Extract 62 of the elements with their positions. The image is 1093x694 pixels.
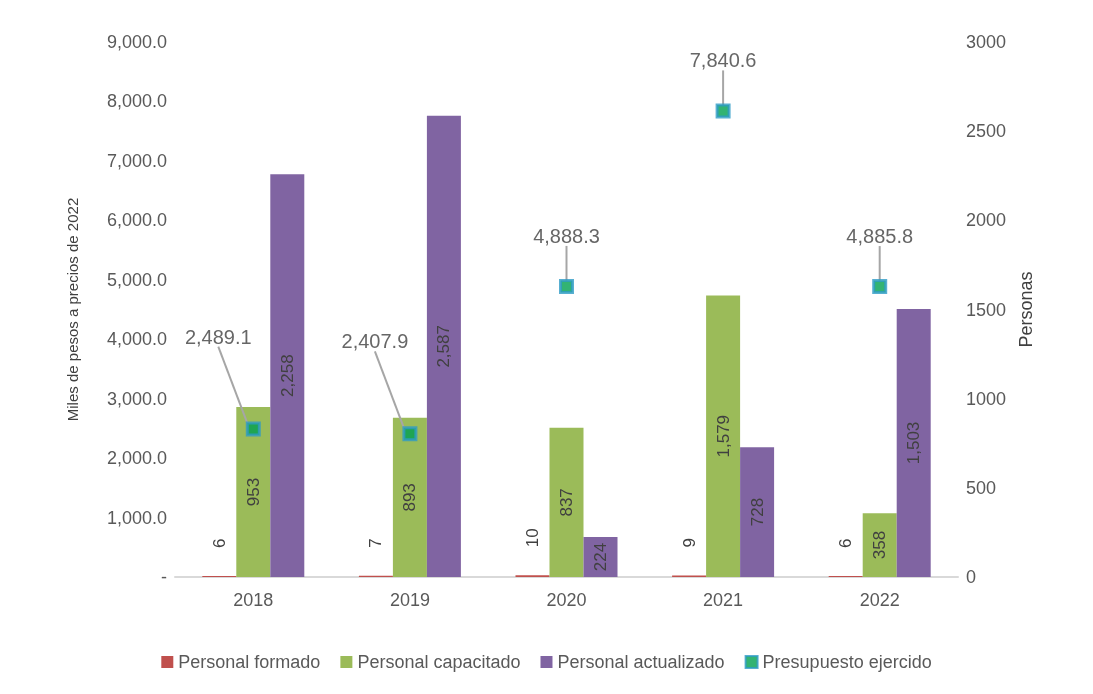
x-tick-label: 2018	[233, 590, 274, 610]
point	[715, 103, 731, 119]
data-label: 2,587	[434, 325, 454, 368]
y-tick-label: 4,000.0	[106, 329, 167, 350]
bar	[896, 308, 931, 577]
point	[559, 278, 574, 294]
y-tick-label: 3,000.0	[106, 388, 167, 409]
y2-tick-label: 2000	[966, 210, 1007, 231]
y-tick-label: -	[161, 567, 167, 587]
bar	[862, 513, 897, 577]
bar	[270, 174, 305, 577]
x-tick-label: 2020	[546, 590, 587, 610]
legend-label: Personal formado	[178, 652, 321, 672]
y2-tick-label: 2500	[966, 121, 1007, 142]
y2-tick-label: 1000	[966, 388, 1007, 409]
data-label: 2,258	[277, 354, 297, 397]
bar	[549, 427, 584, 577]
data-label: 2,407.9	[341, 330, 409, 353]
bar	[740, 447, 775, 577]
point	[872, 279, 888, 295]
data-label: 953	[243, 477, 263, 507]
data-label: 1,579	[713, 414, 733, 458]
bar	[392, 417, 427, 577]
data-label: 4,888.3	[533, 224, 600, 247]
data-label: 837	[557, 488, 576, 517]
y-tick-label: 8,000.0	[106, 91, 167, 112]
data-label: 4,885.8	[846, 225, 914, 248]
data-label: 10	[523, 528, 542, 548]
y2-tick-label: 500	[966, 477, 997, 498]
y-tick-label: 6,000.0	[106, 210, 167, 231]
data-label: 1,503	[904, 421, 924, 465]
data-label: 728	[747, 497, 767, 527]
y2-axis-title: Personas	[1015, 271, 1036, 348]
legend-label: Presupuesto ejercido	[762, 652, 932, 672]
legend-label: Personal capacitado	[357, 652, 521, 672]
data-label: 7	[366, 538, 386, 548]
y-tick-label: 5,000.0	[106, 269, 167, 290]
data-label: 358	[870, 530, 890, 560]
data-label: 6	[209, 538, 229, 548]
bar	[426, 115, 461, 577]
data-label: 224	[591, 542, 610, 572]
point	[402, 426, 418, 442]
legend-label: Personal actualizado	[557, 652, 725, 672]
y-axis-title: Miles de pesos a precios de 2022	[64, 197, 81, 422]
x-tick-label: 2021	[703, 590, 744, 610]
x-tick-label: 2019	[389, 590, 430, 610]
point	[245, 421, 261, 437]
bar	[706, 295, 741, 577]
y-tick-label: 1,000.0	[106, 507, 167, 528]
y2-tick-label: 0	[966, 567, 977, 587]
data-label: 7,840.6	[689, 49, 757, 72]
y-tick-label: 9,000.0	[106, 32, 167, 52]
x-tick-label: 2022	[859, 590, 900, 610]
data-label: 2,489.1	[184, 325, 252, 348]
y2-tick-label: 3000	[966, 32, 1007, 52]
data-label: 6	[836, 538, 856, 548]
y2-tick-label: 1500	[966, 299, 1007, 320]
data-label: 9	[679, 537, 699, 548]
bar	[236, 407, 271, 577]
y-tick-label: 7,000.0	[106, 150, 167, 171]
data-label: 893	[400, 483, 420, 512]
y-tick-label: 2,000.0	[106, 448, 167, 469]
